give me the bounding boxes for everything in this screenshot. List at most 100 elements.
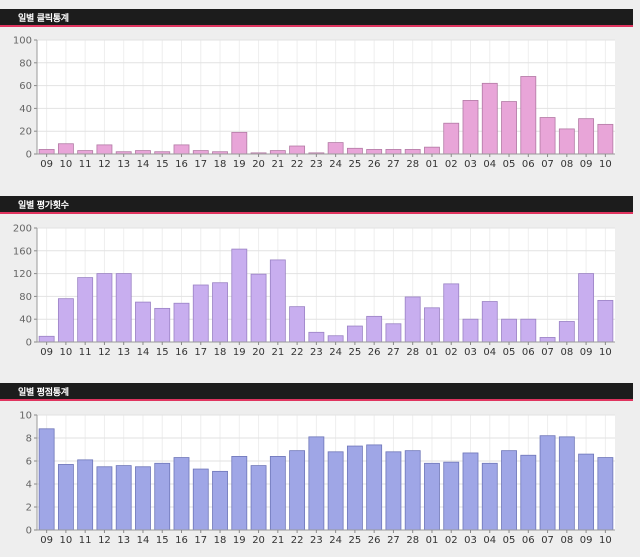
x-tick-label: 18 [214,535,227,546]
y-tick-label: 80 [19,58,32,69]
x-tick-label: 24 [329,159,342,170]
x-tick-label: 03 [464,347,477,358]
bar [558,436,575,531]
y-tick-label: 2 [26,503,32,514]
bar [558,128,575,155]
bar [77,277,94,343]
bar [366,315,383,343]
bar [366,149,383,155]
y-tick-label: 80 [19,292,32,303]
bar [115,465,132,531]
bar [77,459,94,531]
x-tick-label: 09 [40,159,53,170]
x-tick-label: 27 [387,535,400,546]
x-tick-label: 14 [137,347,150,358]
y-tick-label: 200 [13,224,32,235]
x-tick-label: 17 [194,159,207,170]
y-tick-label: 60 [19,81,32,92]
x-tick-label: 03 [464,535,477,546]
bar [96,273,113,343]
x-tick-label: 09 [40,347,53,358]
x-tick-label: 02 [445,347,458,358]
bar [385,451,402,531]
bar [57,143,74,155]
panel-title: 일별 평가횟수 [18,201,69,211]
bar [327,451,344,531]
bar [346,325,363,343]
y-tick-label: 160 [13,246,32,257]
bar [385,323,402,343]
bar [77,150,94,155]
x-tick-label: 05 [503,347,516,358]
bar [443,122,460,155]
x-tick-label: 19 [233,535,246,546]
bar [231,131,248,155]
bar [269,150,286,155]
y-tick-label: 120 [13,269,32,280]
plot-area [37,40,615,154]
bar [250,465,267,531]
bar [96,144,113,155]
bar [173,457,190,531]
x-tick-label: 02 [445,535,458,546]
bar [462,318,479,343]
bar [135,150,151,155]
bar [173,144,190,155]
bar [192,150,209,155]
bar [520,454,537,531]
x-tick-label: 25 [349,159,362,170]
bar [539,435,556,531]
x-tick-label: 13 [117,159,130,170]
bar [404,450,421,531]
plot-area [37,415,615,530]
bar [135,466,151,531]
x-tick-label: 21 [271,159,284,170]
bar [250,273,267,343]
x-tick-label: 26 [368,159,381,170]
x-tick-label: 23 [310,535,323,546]
x-tick-label: 26 [368,535,381,546]
x-tick-label: 04 [483,535,496,546]
bar [38,335,55,343]
bar [424,307,440,343]
bar [404,296,421,343]
x-tick-label: 24 [329,535,342,546]
bar [558,321,575,343]
x-tick-label: 12 [98,347,111,358]
x-tick-label: 10 [599,159,612,170]
bar [289,306,306,343]
bar [173,302,190,343]
x-tick-label: 08 [560,535,573,546]
x-tick-label: 18 [214,159,227,170]
x-tick-label: 12 [98,535,111,546]
bar [424,462,440,531]
x-tick-label: 10 [599,347,612,358]
x-tick-label: 11 [79,159,92,170]
x-tick-label: 28 [406,347,419,358]
bar [38,149,55,155]
x-tick-label: 10 [60,159,73,170]
x-tick-label: 17 [194,347,207,358]
y-tick-label: 40 [19,315,32,326]
x-tick-label: 13 [117,535,130,546]
y-tick-label: 6 [26,457,32,468]
y-tick-label: 0 [26,338,32,349]
bar [520,318,537,343]
x-tick-label: 07 [541,347,554,358]
bar [597,457,614,531]
plot-area [37,228,615,342]
bar [462,452,479,531]
x-tick-label: 15 [156,535,169,546]
x-tick-label: 26 [368,347,381,358]
x-tick-label: 17 [194,535,207,546]
bar [327,142,344,155]
x-tick-label: 16 [175,347,188,358]
x-tick-label: 01 [426,347,439,358]
x-tick-label: 08 [560,347,573,358]
x-tick-label: 02 [445,159,458,170]
x-tick-label: 20 [252,535,265,546]
y-tick-label: 8 [26,434,32,445]
bar [501,450,517,531]
